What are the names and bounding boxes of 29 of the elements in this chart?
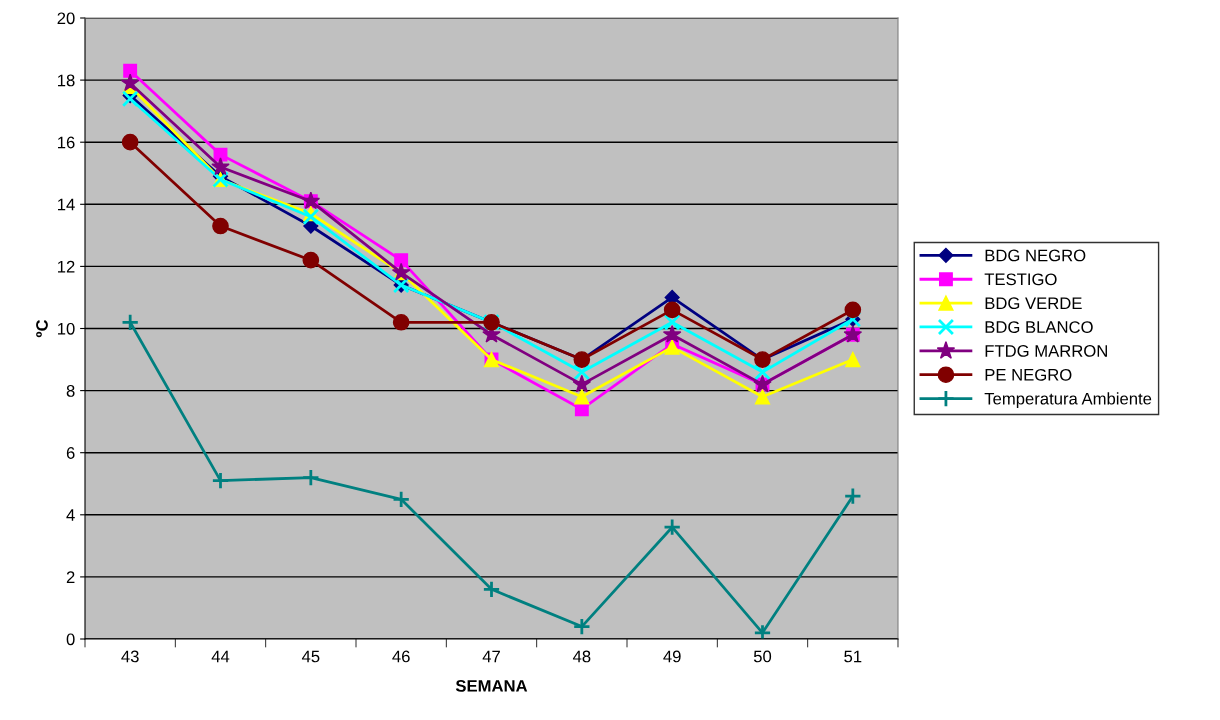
y-tick-label: 4 [66, 509, 75, 521]
x-tick-label: 51 [844, 650, 862, 663]
x-tick-label: 49 [663, 650, 681, 663]
x-tick-label: 44 [211, 650, 230, 663]
x-tick-label: 48 [572, 650, 591, 663]
y-tick-label: 18 [58, 74, 75, 87]
x-tick-label: 50 [753, 650, 772, 663]
y-tick-label: 2 [66, 571, 75, 583]
x-tick-label: 43 [121, 650, 139, 663]
legend-label: PE NEGRO [985, 368, 1072, 381]
x-tick-label: 46 [392, 650, 410, 663]
y-tick-label: 6 [66, 447, 75, 459]
x-tick-label: 45 [301, 650, 320, 663]
legend-label: BDG NEGRO [985, 249, 1086, 262]
y-tick-label: 14 [58, 198, 75, 211]
y-tick-label: 12 [58, 260, 75, 273]
y-tick-label: 10 [58, 322, 75, 335]
legend-label: BDG VERDE [985, 297, 1082, 310]
x-tick-label: 47 [482, 650, 500, 663]
y-tick-label: 0 [66, 633, 75, 646]
legend-label: TESTIGO [984, 273, 1057, 286]
legend-label: BDG BLANCO [985, 321, 1093, 333]
y-tick-label: 8 [66, 385, 75, 397]
y-tick-label: 16 [58, 136, 75, 149]
legend-label: Temperatura Ambiente [984, 392, 1152, 408]
x-axis-title: SEMANA [455, 679, 528, 692]
y-axis-title: ºC [36, 319, 48, 338]
y-tick-label: 20 [57, 12, 75, 25]
legend-label: FTDG MARRON [985, 345, 1107, 357]
